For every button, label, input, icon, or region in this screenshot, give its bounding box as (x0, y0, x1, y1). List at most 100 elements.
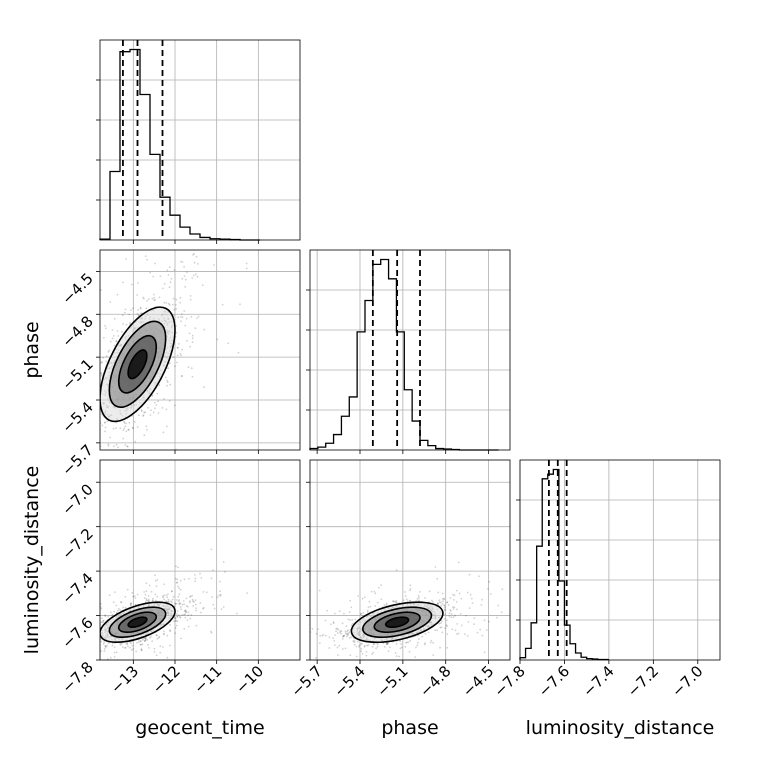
sample-point (196, 263, 199, 265)
sample-point (360, 647, 363, 650)
sample-point (172, 297, 175, 300)
sample-point (176, 613, 178, 615)
sample-point (178, 343, 180, 345)
sample-point (175, 298, 178, 301)
sample-point (181, 313, 183, 315)
sample-point (120, 643, 123, 645)
sample-point (372, 651, 375, 654)
sample-point (115, 443, 118, 446)
sample-point (169, 362, 171, 365)
sample-point (181, 261, 184, 263)
sample-point (446, 601, 448, 604)
sample-point (404, 591, 406, 593)
sample-point (174, 620, 177, 622)
sample-point (399, 640, 402, 643)
sample-point (468, 607, 471, 609)
sample-point (113, 651, 116, 654)
sample-point (222, 561, 225, 563)
sample-point (127, 429, 130, 431)
sample-point (191, 337, 194, 340)
sample-point (409, 589, 411, 592)
sample-point (163, 598, 166, 601)
sample-point (143, 597, 146, 599)
sample-point (220, 608, 223, 610)
sample-point (109, 656, 112, 659)
sample-point (196, 275, 199, 278)
sample-point (113, 317, 116, 320)
sample-point (166, 384, 169, 387)
density-contour (384, 616, 410, 629)
sample-point (151, 599, 154, 602)
sample-point (454, 629, 457, 632)
sample-point (191, 375, 194, 378)
sample-point (167, 274, 170, 276)
sample-point (183, 578, 186, 581)
sample-point (117, 446, 119, 449)
sample-point (170, 590, 173, 593)
sample-point (140, 648, 143, 651)
sample-point (407, 641, 410, 644)
sample-point (417, 599, 420, 602)
sample-point (154, 298, 157, 301)
sample-point (177, 316, 179, 319)
sample-point (122, 429, 125, 432)
sample-point (344, 647, 347, 650)
sample-point (161, 406, 164, 409)
sample-point (143, 591, 146, 593)
sample-point (121, 314, 124, 317)
sample-point (122, 646, 124, 648)
sample-point (441, 598, 444, 600)
sample-point (439, 626, 442, 629)
sample-point (178, 603, 181, 606)
sample-point (406, 600, 409, 602)
sample-point (128, 421, 131, 424)
sample-point (434, 629, 436, 632)
sample-point (200, 577, 203, 579)
sample-point (371, 645, 374, 648)
sample-point (175, 624, 178, 627)
sample-point (377, 586, 380, 589)
sample-point (152, 275, 155, 278)
sample-point (365, 654, 368, 657)
sample-point (373, 590, 376, 593)
sample-point (147, 643, 149, 646)
sample-point (194, 574, 196, 576)
sample-point (438, 599, 441, 601)
sample-point (129, 646, 132, 649)
sample-point (456, 608, 458, 611)
sample-point (151, 640, 154, 642)
sample-point (174, 603, 177, 605)
sample-point (167, 367, 170, 370)
sample-point (111, 642, 114, 645)
sample-point (386, 642, 389, 645)
sample-point (130, 642, 133, 645)
sample-point (386, 642, 388, 645)
axes-frame (519, 459, 721, 661)
sample-point (387, 642, 390, 644)
sample-point (186, 340, 188, 342)
sample-point (466, 591, 469, 594)
sample-point (210, 630, 212, 633)
sample-point (383, 604, 386, 606)
sample-point (343, 612, 345, 615)
sample-point (166, 634, 169, 637)
sample-point (126, 643, 129, 646)
sample-point (117, 607, 120, 610)
sample-point (317, 628, 319, 631)
sample-point (116, 293, 119, 296)
sample-point (443, 606, 446, 609)
sample-point (192, 253, 194, 256)
sample-point (178, 615, 181, 618)
sample-point (126, 641, 129, 644)
sample-point (335, 627, 338, 630)
sample-point (148, 600, 150, 602)
sample-point (168, 400, 171, 402)
sample-point (487, 588, 489, 590)
sample-point (102, 619, 105, 622)
sample-point (418, 638, 420, 640)
sample-point (360, 612, 362, 615)
sample-point (147, 406, 149, 409)
sample-point (404, 595, 407, 597)
sample-point (105, 355, 108, 358)
sample-point (181, 316, 184, 319)
